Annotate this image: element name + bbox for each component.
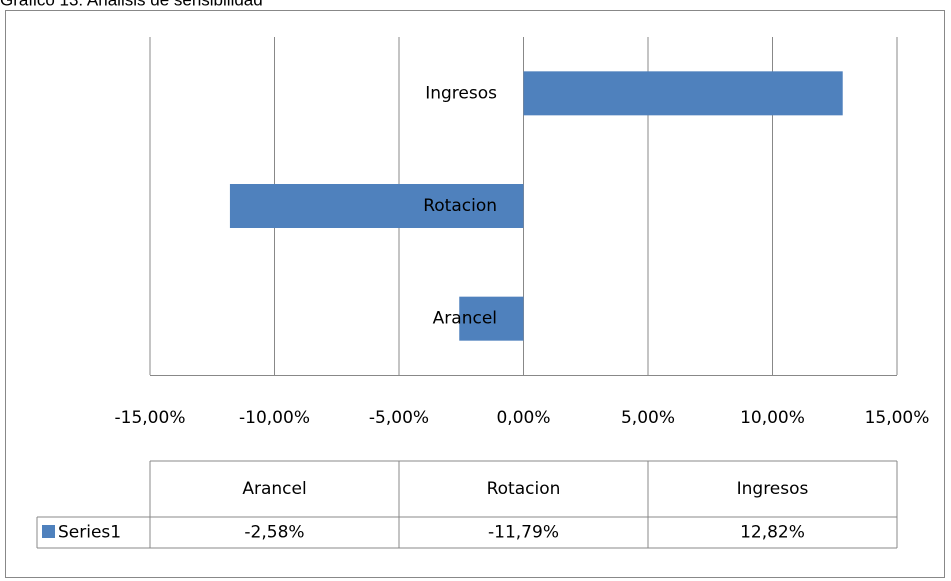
chart-title: Gráfico 13: Análisis de sensibilidad xyxy=(0,0,263,9)
x-tick-label: 15,00% xyxy=(865,408,930,428)
table-value: -2,58% xyxy=(244,523,304,543)
bar xyxy=(229,184,524,228)
table-header: Rotacion xyxy=(487,479,561,499)
category-label: Arancel xyxy=(433,309,497,329)
x-tick-label: 10,00% xyxy=(740,408,805,428)
x-tick-label: -10,00% xyxy=(239,408,310,428)
x-tick-label: -15,00% xyxy=(115,408,186,428)
x-tick-label: 5,00% xyxy=(621,408,675,428)
table-header: Ingresos xyxy=(737,479,809,499)
table-header: Arancel xyxy=(242,479,306,499)
category-label: Ingresos xyxy=(425,83,497,103)
x-tick-label: 0,00% xyxy=(496,408,550,428)
legend-label: Series1 xyxy=(58,523,121,543)
category-label: Rotacion xyxy=(423,196,497,216)
table-value: -11,79% xyxy=(488,523,559,543)
legend-swatch xyxy=(42,525,55,538)
bar xyxy=(523,71,843,116)
bar xyxy=(459,296,524,341)
x-tick-label: -5,00% xyxy=(369,408,429,428)
table-value: 12,82% xyxy=(740,523,805,543)
